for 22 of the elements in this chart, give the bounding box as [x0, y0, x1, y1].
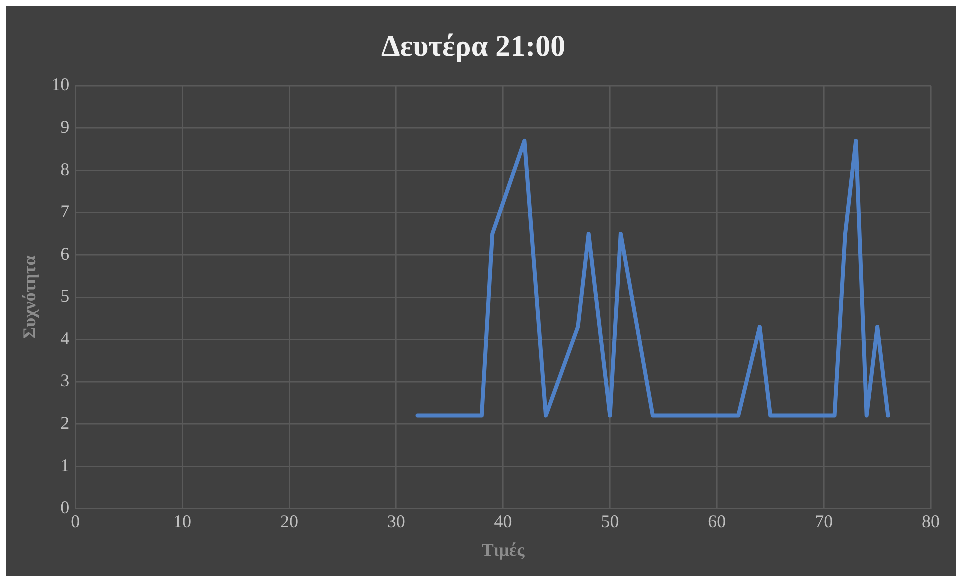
x-tick-label: 20: [280, 511, 298, 532]
y-axis-title: Συχνότητα: [19, 256, 40, 340]
x-tick-label: 50: [601, 511, 620, 532]
x-tick-label: 10: [174, 511, 192, 532]
x-tick-label: 80: [922, 511, 940, 532]
y-tick-label: 3: [60, 370, 70, 391]
y-tick-label: 0: [60, 498, 70, 518]
chart-title: Δευτέρα 21:00: [381, 30, 566, 63]
x-tick-label: 40: [494, 511, 512, 532]
y-tick-label: 7: [60, 202, 70, 222]
y-tick-label: 8: [60, 159, 70, 180]
y-tick-label: 4: [60, 328, 70, 348]
x-tick-label: 60: [708, 511, 726, 532]
x-tick-label: 30: [387, 511, 406, 532]
y-tick-label: 5: [60, 286, 70, 306]
x-tick-label: 70: [815, 511, 834, 532]
y-tick-label: 1: [60, 455, 70, 476]
y-tick-label: 2: [60, 412, 70, 433]
y-tick-label: 9: [60, 117, 70, 138]
x-axis-title: Τιμές: [482, 540, 526, 560]
y-tick-label: 6: [60, 244, 70, 264]
y-tick-label: 10: [52, 74, 70, 95]
